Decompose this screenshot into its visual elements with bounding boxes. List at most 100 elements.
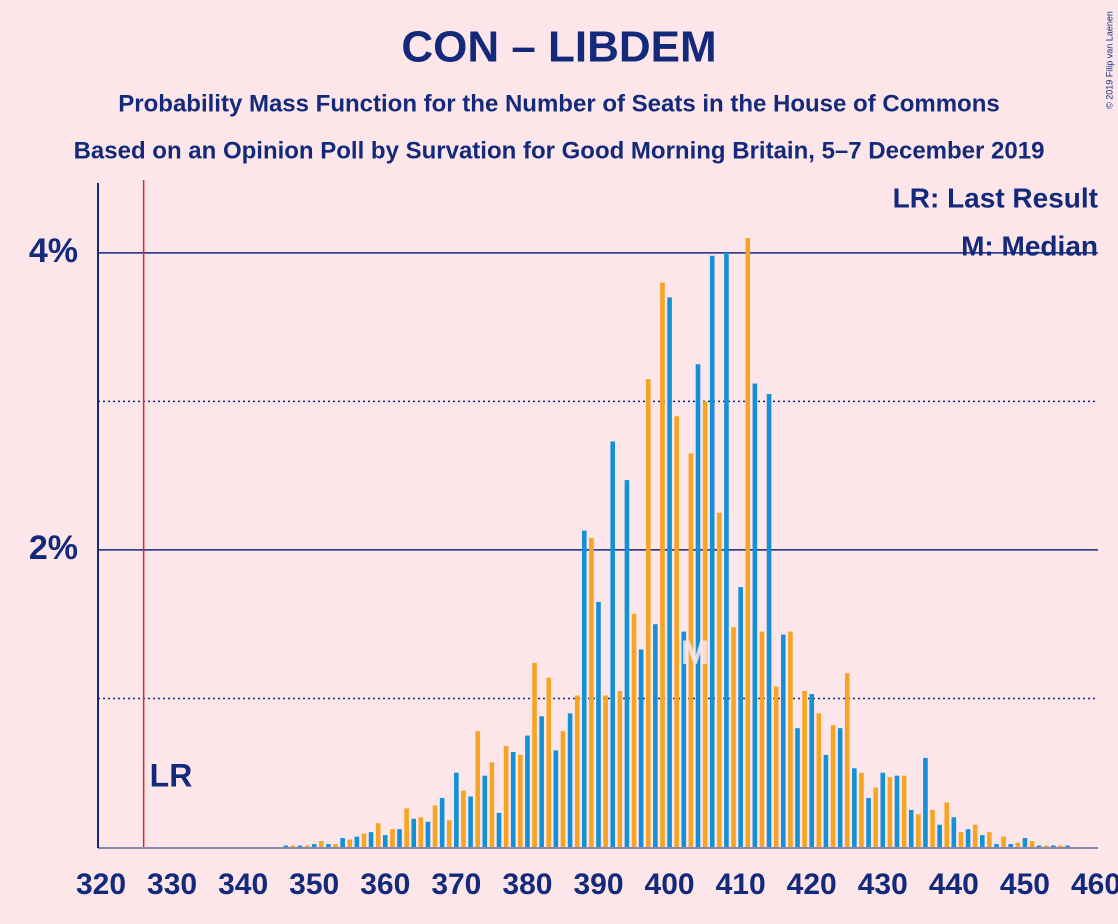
- bar: [603, 695, 608, 847]
- bar: [908, 809, 914, 847]
- bar: [468, 796, 473, 847]
- bar: [489, 762, 495, 847]
- bar: [368, 832, 374, 847]
- bar: [1058, 845, 1063, 847]
- x-tick-label: 330: [147, 868, 197, 901]
- bar: [510, 751, 516, 847]
- bar: [354, 836, 360, 847]
- bar: [887, 777, 893, 847]
- bar: [631, 613, 637, 847]
- bar: [859, 772, 864, 847]
- x-tick-label: 350: [289, 868, 339, 901]
- bar: [347, 839, 353, 847]
- bar: [795, 728, 800, 847]
- x-tick-label: 450: [1000, 868, 1050, 901]
- bar: [979, 835, 985, 847]
- bar: [375, 823, 381, 847]
- bar: [1051, 845, 1056, 847]
- bar: [1008, 844, 1014, 847]
- bar: [425, 821, 431, 847]
- bar: [667, 297, 672, 847]
- x-tick-label: 440: [929, 868, 979, 901]
- bar: [745, 237, 751, 847]
- bar: [958, 832, 964, 847]
- bar: [382, 835, 388, 847]
- bar: [901, 775, 907, 847]
- bar: [873, 787, 878, 847]
- bar: [702, 401, 708, 847]
- y-tick-label: 2%: [29, 529, 78, 567]
- bar: [475, 731, 480, 847]
- bar: [830, 725, 836, 847]
- bar: [589, 538, 594, 847]
- chart-title: CON – LIBDEM: [401, 23, 716, 72]
- bar: [290, 845, 296, 847]
- bar: [496, 812, 502, 847]
- x-tick-label: 320: [76, 868, 126, 901]
- bar: [1015, 842, 1021, 847]
- bar: [525, 735, 530, 847]
- x-tick-label: 420: [787, 868, 837, 901]
- bar: [574, 695, 580, 847]
- bar: [454, 772, 459, 847]
- y-tick-label: 4%: [29, 232, 78, 270]
- bar: [333, 844, 338, 847]
- bar: [311, 844, 317, 847]
- bar: [638, 649, 644, 847]
- bar: [916, 814, 921, 847]
- x-tick-label: 400: [645, 868, 695, 901]
- bar: [411, 818, 417, 847]
- x-tick-label: 360: [360, 868, 410, 901]
- bar: [283, 845, 289, 847]
- bar: [972, 824, 978, 847]
- bar: [688, 453, 694, 847]
- bar: [766, 393, 772, 847]
- bar: [610, 441, 616, 847]
- bar: [404, 808, 409, 847]
- bar: [695, 364, 701, 847]
- bar: [937, 824, 942, 847]
- legend-entry: LR: Last Result: [893, 182, 1098, 213]
- bar: [759, 631, 765, 847]
- bar: [567, 713, 573, 847]
- bar: [432, 805, 438, 847]
- bar: [681, 631, 687, 847]
- last-result-label: LR: [150, 757, 193, 793]
- bar: [418, 817, 424, 847]
- x-tick-label: 460: [1071, 868, 1118, 901]
- bar: [674, 416, 679, 847]
- bar: [518, 754, 523, 847]
- bar: [581, 530, 587, 847]
- chart-subtitle: Based on an Opinion Poll by Survation fo…: [74, 137, 1045, 164]
- bar: [923, 757, 928, 847]
- bar: [446, 820, 452, 847]
- bar: [816, 713, 822, 847]
- bar: [319, 841, 324, 847]
- bar: [326, 844, 331, 847]
- bar: [1022, 838, 1028, 847]
- x-tick-label: 430: [858, 868, 908, 901]
- bar: [482, 775, 488, 847]
- bar: [1001, 836, 1006, 847]
- bar: [773, 686, 779, 847]
- bar: [965, 829, 971, 847]
- bar: [546, 677, 552, 847]
- x-tick-label: 390: [573, 868, 623, 901]
- x-tick-label: 410: [716, 868, 766, 901]
- bar: [788, 631, 793, 847]
- bar: [802, 691, 807, 847]
- bar: [951, 817, 957, 847]
- bar: [1043, 845, 1049, 847]
- bar: [617, 691, 623, 847]
- bar: [503, 745, 509, 847]
- x-tick-label: 340: [218, 868, 268, 901]
- bar: [653, 624, 658, 847]
- median-label: M: [681, 634, 709, 672]
- bar: [780, 634, 786, 847]
- bar: [297, 845, 303, 847]
- x-tick-label: 370: [431, 868, 481, 901]
- bar: [1065, 845, 1070, 847]
- bar: [532, 662, 537, 847]
- bar: [709, 255, 715, 847]
